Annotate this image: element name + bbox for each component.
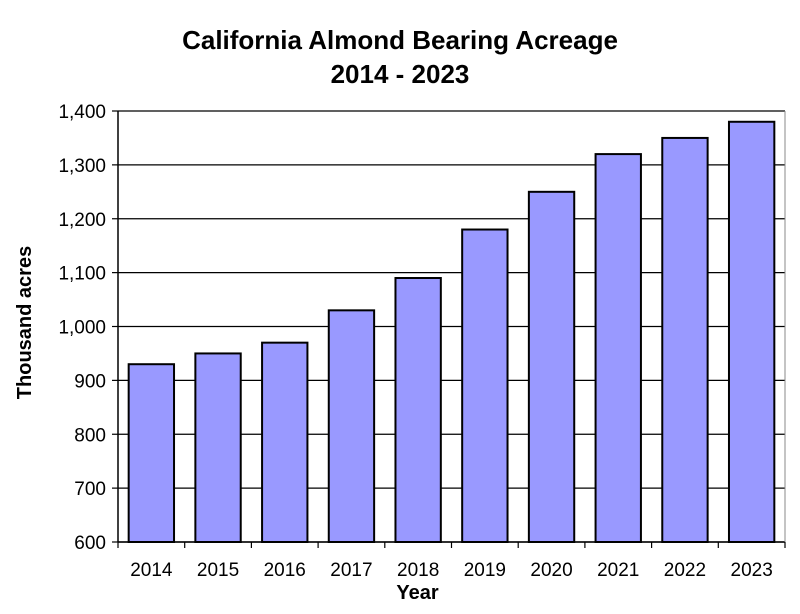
y-tick-label: 1,400 <box>58 102 106 123</box>
bar <box>594 153 642 543</box>
y-tick-label: 800 <box>74 425 106 446</box>
y-tick-label: 700 <box>74 479 106 500</box>
bar <box>394 277 442 543</box>
x-tick-label: 2018 <box>397 560 439 581</box>
x-tick-label: 2020 <box>530 560 572 581</box>
chart-title-line-1: California Almond Bearing Acreage <box>182 25 618 55</box>
bar <box>727 120 776 544</box>
x-tick-label: 2021 <box>597 560 639 581</box>
chart-title-line-2: 2014 - 2023 <box>330 59 470 89</box>
bar <box>327 309 376 543</box>
bar <box>261 341 309 543</box>
x-tick-label: 2015 <box>197 560 239 581</box>
y-tick-label: 1,100 <box>58 264 106 285</box>
bar <box>461 228 509 543</box>
x-tick-label: 2023 <box>731 560 773 581</box>
y-tick-label: 900 <box>74 371 106 392</box>
bar <box>661 136 709 543</box>
x-tick-label: 2019 <box>464 560 506 581</box>
x-tick-label: 2016 <box>264 560 306 581</box>
bar <box>127 363 176 543</box>
x-tick-label: 2014 <box>130 560 173 581</box>
bar <box>194 352 242 543</box>
bar <box>527 190 576 543</box>
x-tick-label: 2017 <box>330 560 372 581</box>
y-tick-label: 600 <box>74 533 106 554</box>
y-tick-label: 1,300 <box>58 156 106 177</box>
y-tick-label: 1,200 <box>58 210 106 231</box>
y-axis-title: Thousand acres <box>14 246 36 399</box>
y-tick-label: 1,000 <box>58 318 106 339</box>
x-tick-label: 2022 <box>664 560 706 581</box>
x-axis-title: Year <box>396 582 438 604</box>
